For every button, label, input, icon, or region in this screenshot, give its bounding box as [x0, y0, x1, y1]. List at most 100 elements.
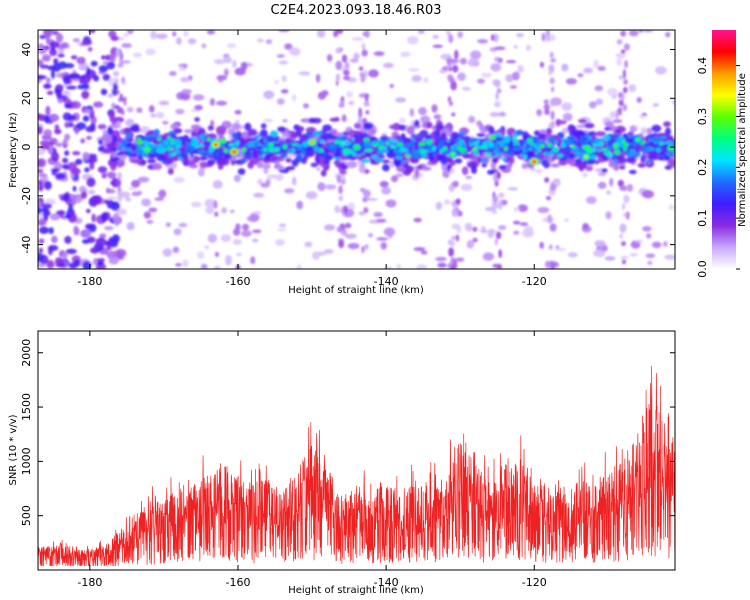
- spectral-amplitude-blob: [494, 79, 501, 88]
- spectral-amplitude-blob: [65, 85, 77, 90]
- spectral-amplitude-blob: [512, 149, 520, 156]
- spectral-amplitude-blob: [605, 190, 612, 195]
- spectral-amplitude-blob: [414, 168, 420, 178]
- spectral-amplitude-blob: [41, 203, 53, 209]
- spectral-amplitude-blob: [469, 142, 474, 147]
- spectral-amplitude-blob: [423, 77, 429, 84]
- spectral-amplitude-blob: [176, 37, 182, 45]
- spectral-amplitude-blob: [172, 31, 177, 37]
- spectral-amplitude-blob: [457, 139, 465, 146]
- spectrogram-x-ticks: -180 -160 -140 -120: [77, 30, 547, 288]
- spectral-amplitude-blob: [509, 141, 514, 149]
- x-tick-label: -160: [226, 576, 251, 589]
- spectral-amplitude-blob: [335, 60, 343, 71]
- spectral-amplitude-blob: [38, 75, 47, 80]
- spectral-amplitude-blob: [642, 190, 654, 199]
- spectrogram-frame: [37, 29, 676, 270]
- spectral-amplitude-blob: [577, 73, 584, 78]
- spectral-amplitude-blob: [404, 154, 412, 158]
- spectral-amplitude-blob: [480, 158, 489, 163]
- spectral-amplitude-blob: [362, 197, 367, 203]
- spectral-amplitude-blob: [606, 153, 613, 158]
- spectral-amplitude-blob: [38, 218, 47, 227]
- spectral-amplitude-blob: [213, 265, 221, 269]
- spectral-amplitude-blob: [62, 157, 69, 164]
- spectral-amplitude-blob: [323, 160, 331, 164]
- spectral-amplitude-blob: [74, 127, 79, 135]
- spectral-amplitude-blob: [395, 173, 404, 178]
- spectral-amplitude-blob: [275, 173, 284, 181]
- spectral-amplitude-blob: [600, 148, 608, 152]
- spectral-amplitude-blob: [420, 250, 428, 255]
- spectral-amplitude-blob: [399, 147, 406, 153]
- spectral-amplitude-blob: [44, 180, 52, 190]
- spectral-amplitude-blob: [168, 138, 176, 145]
- spectral-amplitude-blob: [513, 230, 520, 235]
- spectral-amplitude-blob: [331, 147, 337, 153]
- spectral-amplitude-blob: [605, 211, 612, 220]
- spectral-amplitude-blob: [414, 136, 423, 142]
- spectral-amplitude-blob: [565, 78, 578, 85]
- spectral-amplitude-blob: [141, 159, 147, 166]
- spectral-amplitude-blob: [119, 60, 123, 68]
- spectral-amplitude-blob: [647, 260, 653, 265]
- spectral-amplitude-blob: [648, 138, 655, 142]
- spectral-amplitude-blob: [493, 33, 499, 43]
- spectral-amplitude-blob: [170, 133, 176, 138]
- spectral-amplitude-blob: [258, 139, 266, 143]
- snr-panel: -180 -160 -140 -120 500 1000 1500 2000 Height …: [8, 330, 676, 596]
- spectral-amplitude-blob: [336, 174, 342, 184]
- spectral-amplitude-blob: [381, 186, 392, 195]
- spectral-amplitude-blob: [476, 133, 486, 137]
- spectral-amplitude-blob: [199, 161, 208, 167]
- spectral-amplitude-blob: [414, 146, 420, 150]
- spectral-amplitude-blob: [368, 69, 379, 78]
- spectral-amplitude-blob: [278, 223, 287, 227]
- spectral-amplitude-blob: [497, 192, 505, 199]
- x-tick-label: -180: [77, 275, 102, 288]
- spectral-amplitude-blob: [216, 75, 228, 81]
- spectral-amplitude-blob: [359, 71, 365, 78]
- spectral-amplitude-blob: [59, 209, 64, 218]
- spectral-amplitude-blob: [361, 246, 365, 254]
- spectral-amplitude-blob: [517, 204, 528, 212]
- spectral-amplitude-blob: [446, 57, 453, 64]
- spectral-amplitude-blob: [43, 129, 52, 137]
- spectral-amplitude-blob: [612, 143, 618, 149]
- spectral-amplitude-blob: [39, 34, 46, 39]
- spectral-amplitude-blob: [136, 107, 143, 113]
- spectral-amplitude-blob: [639, 148, 646, 152]
- spectral-amplitude-blob: [477, 39, 489, 44]
- spectral-amplitude-blob: [451, 223, 460, 230]
- spectral-amplitude-blob: [135, 140, 144, 145]
- spectral-amplitude-blob: [47, 65, 56, 71]
- spectral-amplitude-blob: [432, 44, 443, 48]
- spectral-amplitude-blob: [291, 143, 299, 147]
- spectral-amplitude-blob: [220, 234, 232, 242]
- spectral-amplitude-blob: [282, 144, 288, 150]
- spectral-amplitude-blob: [158, 189, 167, 198]
- spectral-amplitude-blob: [49, 48, 58, 57]
- spectral-amplitude-blob: [125, 132, 132, 139]
- spectral-amplitude-blob: [584, 122, 595, 129]
- spectral-amplitude-blob: [86, 208, 91, 214]
- spectral-amplitude-blob: [446, 30, 451, 36]
- spectral-amplitude-blob: [116, 147, 123, 151]
- snr-series-line: [38, 365, 675, 567]
- spectral-amplitude-blob: [188, 164, 199, 169]
- spectral-amplitude-blob: [539, 144, 546, 148]
- spectral-amplitude-blob: [326, 142, 331, 149]
- spectral-amplitude-blob: [525, 44, 532, 51]
- spectral-amplitude-blob: [213, 200, 218, 210]
- spectral-amplitude-blob: [175, 108, 185, 115]
- spectral-amplitude-blob: [162, 120, 169, 125]
- spectral-amplitude-blob: [579, 135, 586, 143]
- spectral-amplitude-blob: [615, 109, 619, 120]
- spectral-amplitude-blob: [491, 34, 495, 42]
- spectral-amplitude-blob: [143, 147, 151, 153]
- spectral-amplitude-blob: [457, 210, 463, 217]
- spectral-amplitude-blob: [383, 62, 394, 69]
- spectral-amplitude-blob: [547, 155, 553, 164]
- spectral-amplitude-blob: [292, 176, 297, 186]
- spectral-amplitude-blob: [263, 138, 268, 143]
